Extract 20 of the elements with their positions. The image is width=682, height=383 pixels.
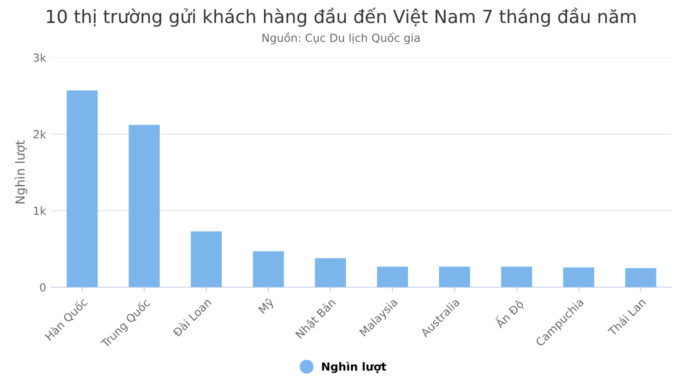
- x-tick-label: Mỹ: [258, 297, 276, 316]
- y-tick-label: 0: [40, 283, 46, 292]
- bar: [439, 266, 470, 288]
- bar: [376, 266, 408, 288]
- bar: [625, 268, 656, 288]
- bar: [190, 231, 222, 288]
- bar: [314, 258, 346, 288]
- bar: [66, 90, 98, 288]
- bar: [128, 124, 160, 288]
- bar: [501, 266, 532, 288]
- bar: [252, 251, 284, 288]
- chart-title: 10 thị trường gửi khách hàng đầu đến Việt Nam 7 tháng đầu năm: [46, 8, 636, 27]
- legend-label: Nghìn lượt: [322, 362, 386, 373]
- y-axis-title: Nghìn lượt: [14, 140, 28, 204]
- chart-subtitle: Nguồn: Cục Du lịch Quốc gia: [262, 32, 420, 44]
- y-tick-label: 1k: [34, 206, 46, 215]
- y-tick-label: 2k: [34, 130, 46, 138]
- bar: [563, 267, 594, 288]
- x-tick-label: Ấn Độ: [492, 297, 526, 330]
- y-tick-label: 3k: [34, 53, 46, 62]
